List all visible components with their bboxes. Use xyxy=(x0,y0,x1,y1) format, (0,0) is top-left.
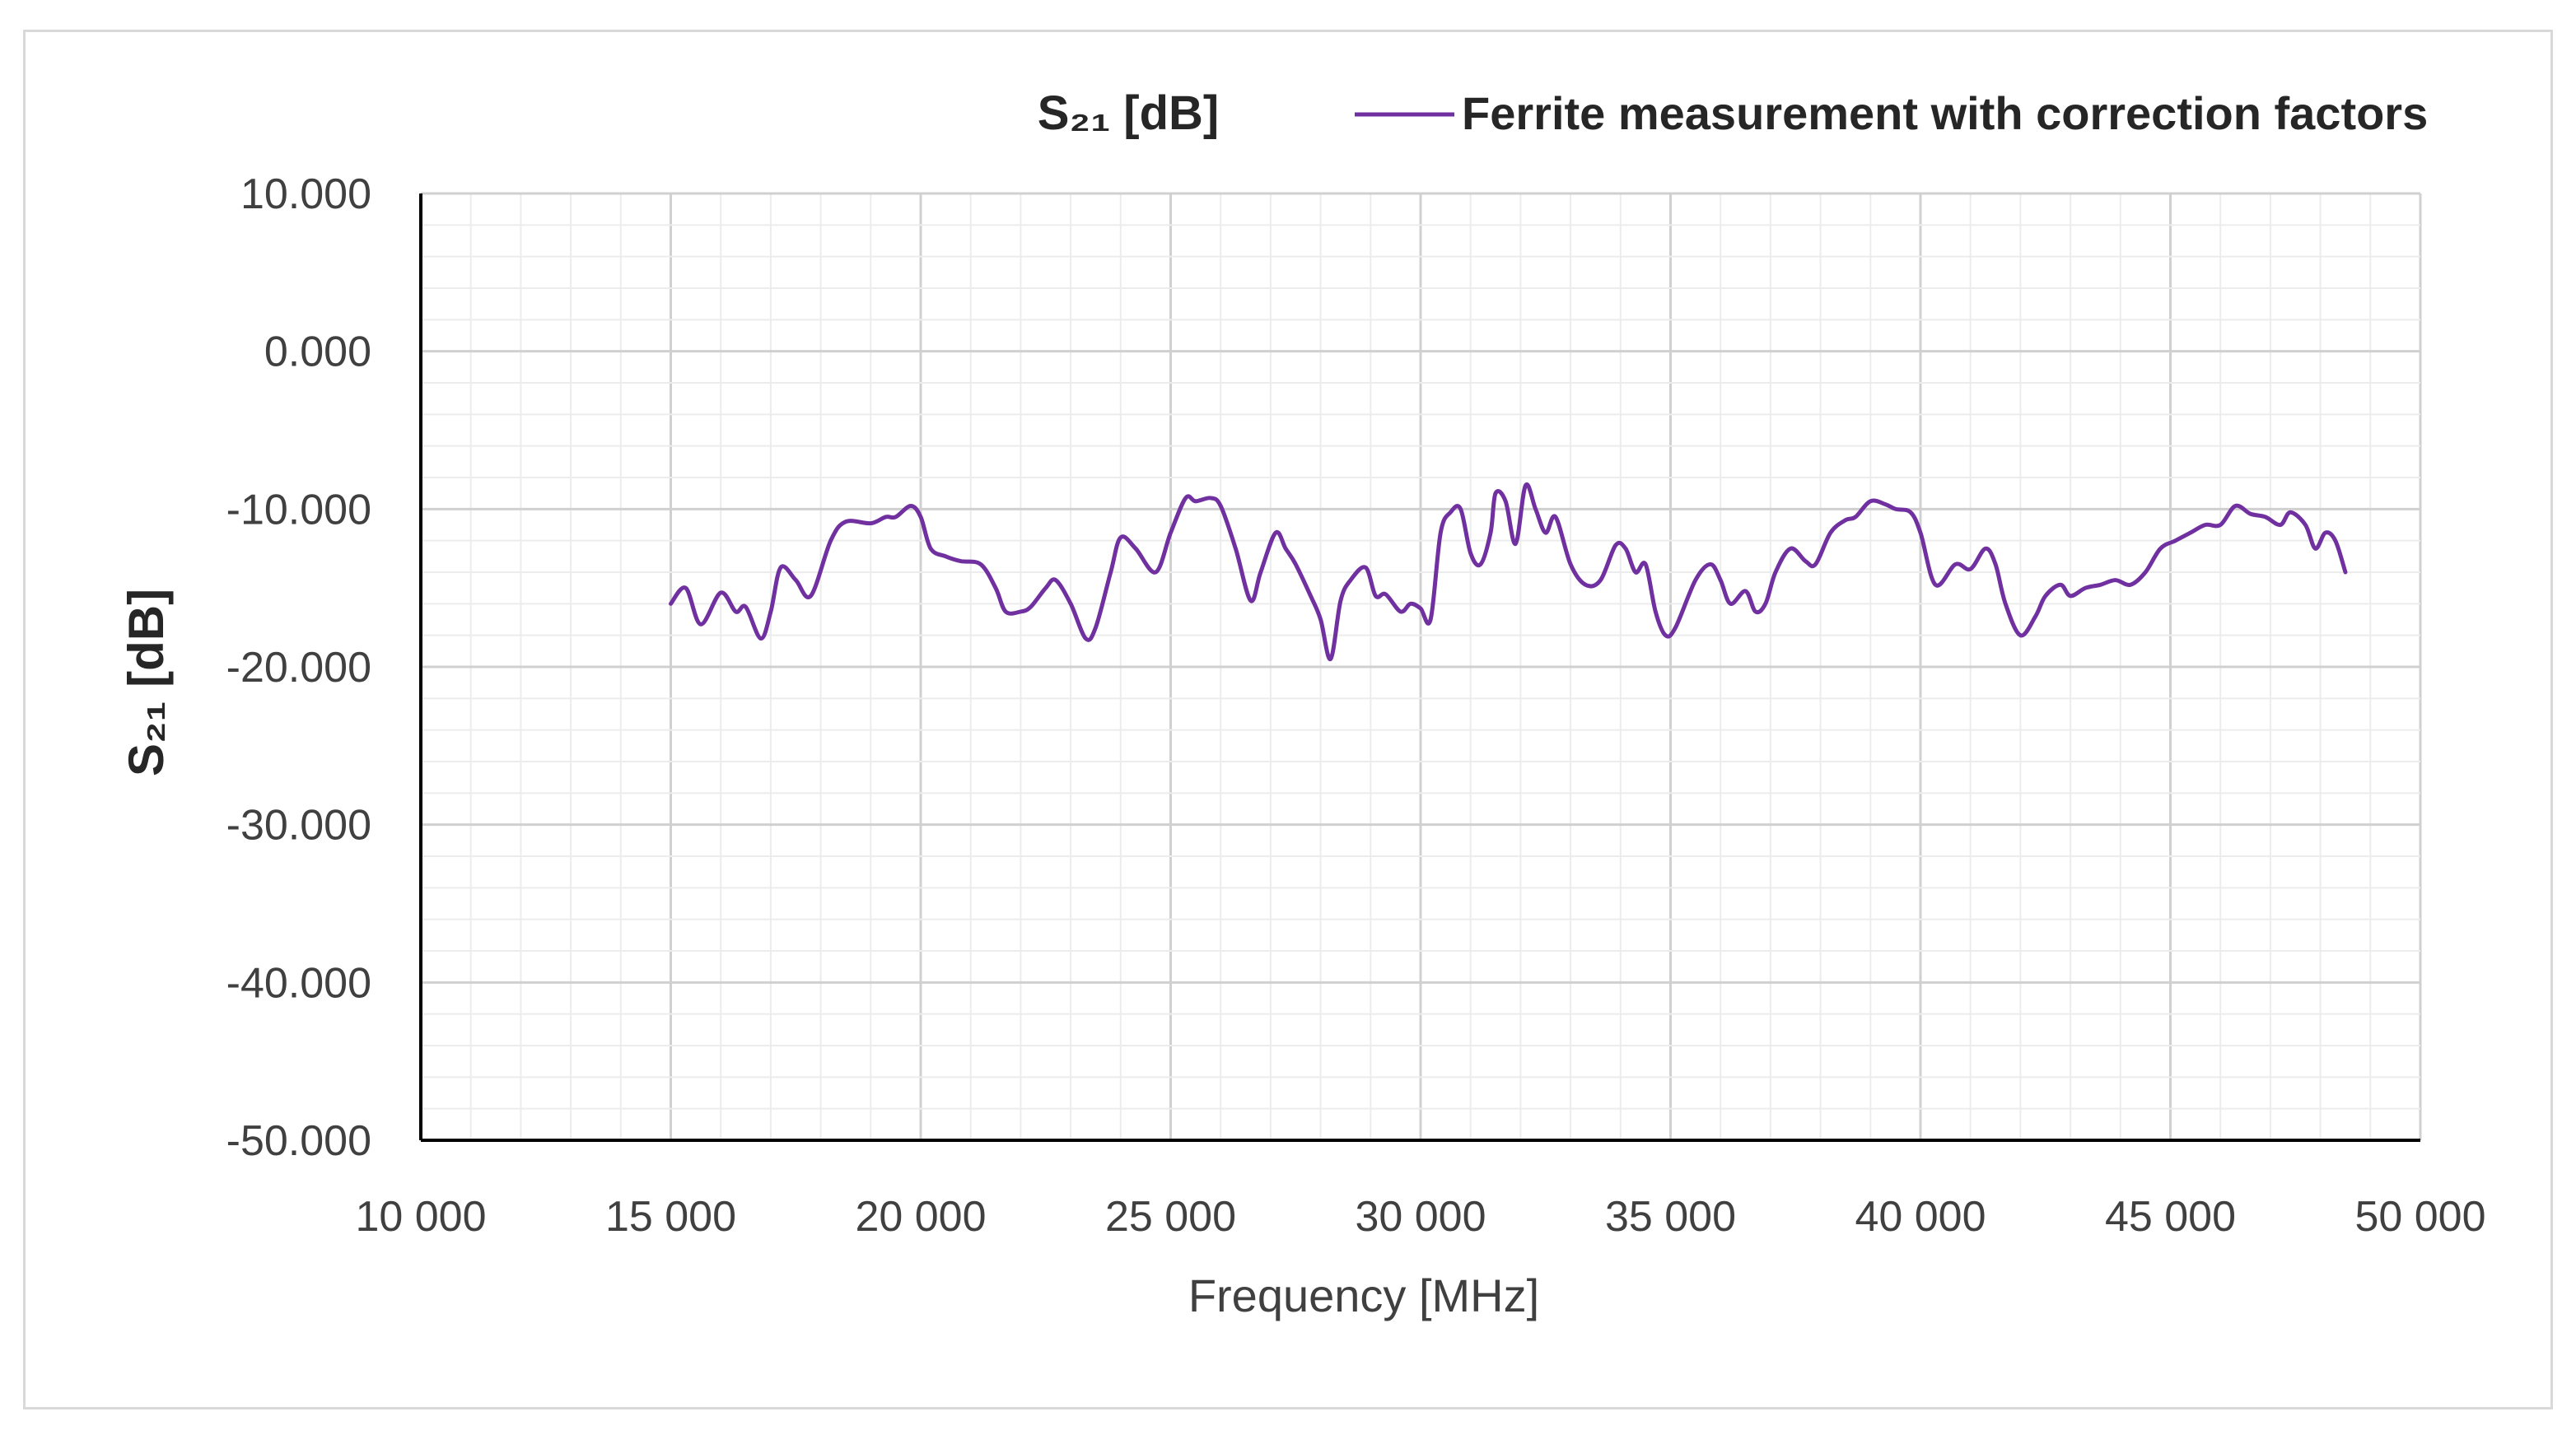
y-tick-label: -20.000 xyxy=(226,644,371,692)
y-tick-label: -50.000 xyxy=(226,1117,371,1165)
chart-title: S₂₁ [dB] xyxy=(1038,86,1220,140)
axes-layer xyxy=(419,193,2420,1142)
y-tick-label: 10.000 xyxy=(240,170,371,218)
x-tick-label: 20 000 xyxy=(855,1193,986,1241)
series-layer xyxy=(669,482,2348,661)
chart-svg: 10 000 15 000 20 000 25 000 30 000 35 000 40 0… xyxy=(119,86,2486,1321)
y-tick-label: -10.000 xyxy=(226,486,371,533)
chart-frame: 10 000 15 000 20 000 25 000 30 000 35 000 40 0… xyxy=(23,30,2553,1409)
series-line xyxy=(669,482,2348,661)
x-axis-title: Frequency [MHz] xyxy=(1188,1270,1539,1321)
grid-layer xyxy=(419,192,2422,1142)
x-tick-label: 25 000 xyxy=(1105,1193,1236,1241)
x-tick-label: 40 000 xyxy=(1855,1193,1986,1241)
y-tick-label: -40.000 xyxy=(226,959,371,1007)
x-tick-label: 15 000 xyxy=(605,1193,736,1241)
y-tick-label: 0.000 xyxy=(264,328,371,376)
x-tick-label: 45 000 xyxy=(2105,1193,2236,1241)
x-tick-label: 30 000 xyxy=(1355,1193,1486,1241)
ticks-layer: 10 000 15 000 20 000 25 000 30 000 35 000 40 0… xyxy=(226,170,2486,1241)
legend: Ferrite measurement with correction fact… xyxy=(1355,87,2428,139)
legend-label: Ferrite measurement with correction fact… xyxy=(1462,87,2428,139)
x-tick-label: 10 000 xyxy=(355,1193,486,1241)
y-tick-label: -30.000 xyxy=(226,802,371,850)
x-tick-label: 50 000 xyxy=(2354,1193,2485,1241)
y-axis-title: S₂₁ [dB] xyxy=(119,589,174,776)
x-tick-label: 35 000 xyxy=(1605,1193,1736,1241)
